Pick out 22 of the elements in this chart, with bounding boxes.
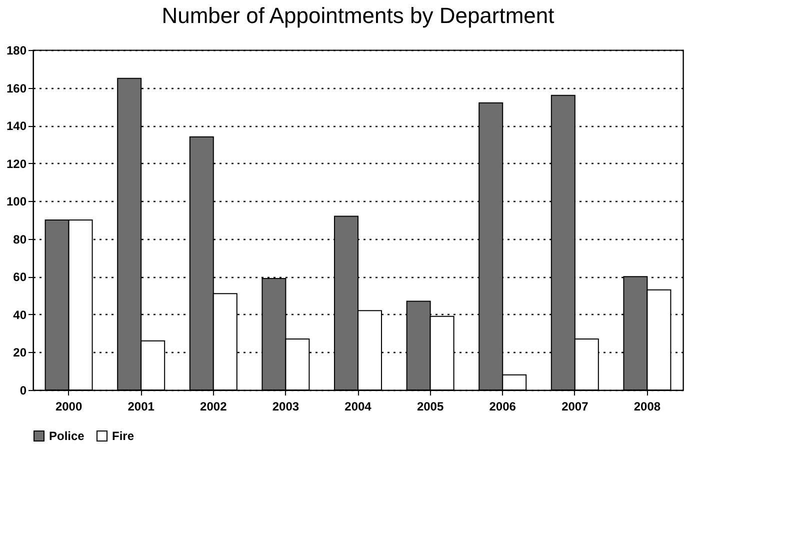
x-tick-label: 2002	[200, 400, 228, 414]
x-tick-label: 2005	[416, 400, 444, 414]
x-tick-label: 2006	[489, 400, 516, 414]
x-tick-label: 2000	[55, 400, 82, 414]
y-tick-label: 160	[6, 81, 27, 96]
y-tick-label: 40	[13, 308, 27, 322]
y-tick-label: 80	[13, 232, 27, 246]
y-tick-label: 0	[20, 384, 27, 398]
x-tick-label: 2003	[272, 400, 300, 414]
y-tick-label: 140	[6, 119, 27, 134]
x-tick-label: 2001	[128, 400, 155, 414]
y-tick-label: 60	[13, 270, 27, 284]
y-tick-label: 120	[6, 156, 27, 171]
chart-title: Number of Appointments by Department	[162, 3, 554, 28]
x-tick-label: 2008	[634, 400, 661, 414]
x-tick-label: 2004	[344, 400, 372, 414]
y-tick-label: 100	[6, 194, 27, 209]
y-tick-label: 20	[13, 346, 27, 360]
x-tick-label: 2007	[562, 400, 589, 414]
legend-label: Police	[49, 429, 85, 443]
legend-label: Fire	[112, 429, 134, 443]
y-tick-label: 180	[6, 44, 27, 58]
